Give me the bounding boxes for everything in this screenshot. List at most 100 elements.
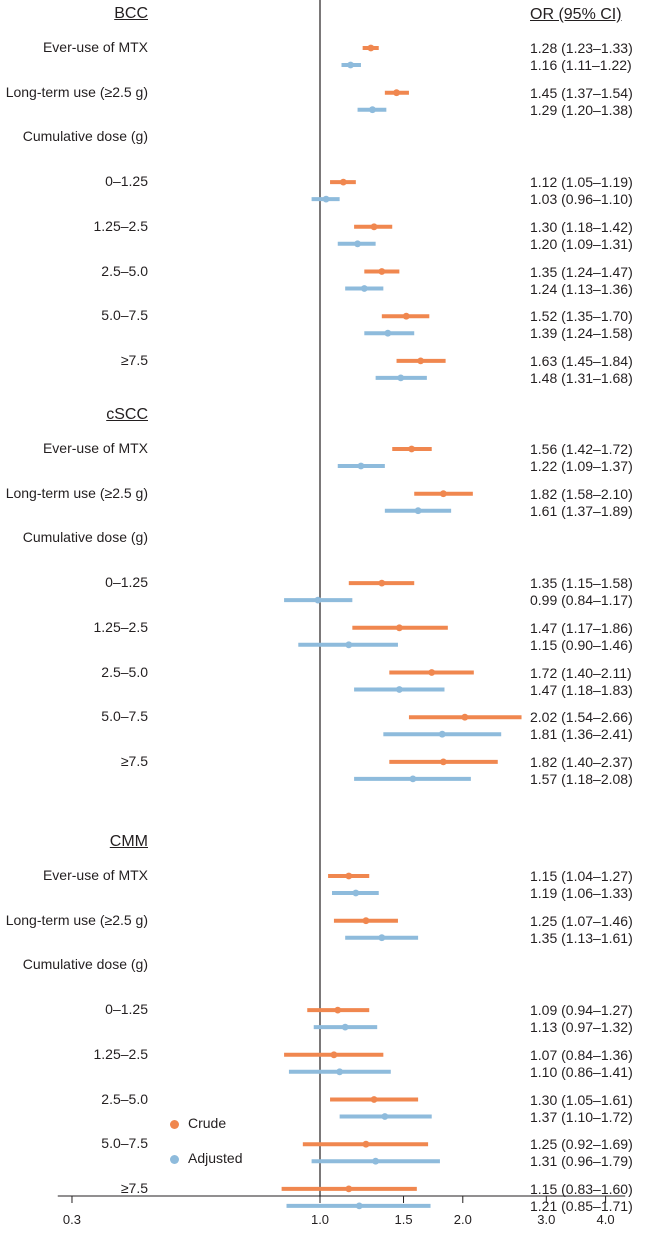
row-label: 5.0–7.5	[101, 708, 148, 725]
row-label: Long-term use (≥2.5 g)	[5, 484, 148, 501]
crude-ci-text: 1.12 (1.05–1.19)	[530, 174, 633, 191]
adjusted-point	[341, 1023, 349, 1031]
crude-point	[408, 445, 416, 453]
crude-point	[417, 357, 425, 365]
adjusted-point	[357, 462, 365, 470]
adjusted-ci-text: 1.61 (1.37–1.89)	[530, 502, 633, 519]
adjusted-point	[381, 1113, 389, 1120]
crude-ci-text: 1.09 (0.94–1.27)	[530, 1002, 633, 1019]
row-label: Ever-use of MTX	[42, 440, 148, 456]
row-label: Ever-use of MTX	[42, 39, 148, 55]
adjusted-point	[397, 374, 405, 382]
section-title: CMM	[109, 833, 148, 850]
adjusted-point	[372, 1157, 380, 1165]
x-tick-label: 4.0	[596, 1212, 615, 1227]
adjusted-ci-text: 1.21 (0.85–1.71)	[530, 1197, 633, 1214]
crude-ci-text: 1.47 (1.17–1.86)	[530, 619, 633, 636]
crude-point	[362, 1140, 370, 1148]
crude-point	[402, 312, 410, 320]
adjusted-ci-text: 0.99 (0.84–1.17)	[530, 592, 633, 609]
crude-ci-text: 1.82 (1.58–2.10)	[530, 485, 633, 502]
adjusted-point	[378, 934, 386, 942]
crude-ci-text: 1.35 (1.15–1.58)	[530, 575, 633, 592]
adjusted-point	[354, 240, 361, 248]
adjusted-ci-text: 1.31 (0.96–1.79)	[530, 1153, 633, 1170]
x-tick-label: 2.0	[453, 1212, 472, 1227]
crude-point	[345, 1185, 353, 1193]
subheader-label: Cumulative dose (g)	[22, 529, 148, 546]
crude-ci-text: 1.07 (0.84–1.36)	[530, 1046, 633, 1063]
adjusted-point	[409, 775, 417, 783]
row-label: Long-term use (≥2.5 g)	[5, 83, 148, 100]
crude-legend-dot	[170, 1120, 179, 1129]
crude-ci-text: 1.82 (1.40–2.37)	[530, 753, 633, 770]
adjusted-ci-text: 1.22 (1.09–1.37)	[530, 458, 633, 474]
row-label: 0–1.25	[105, 1001, 148, 1018]
crude-ci-text: 1.72 (1.40–2.11)	[530, 664, 632, 681]
adjusted-ci-text: 1.10 (0.86–1.41)	[530, 1063, 633, 1080]
crude-point	[461, 713, 469, 721]
row-label: Long-term use (≥2.5 g)	[5, 911, 148, 928]
adjusted-ci-text: 1.29 (1.20–1.38)	[530, 101, 633, 118]
adjusted-ci-text: 1.48 (1.31–1.68)	[530, 369, 633, 386]
section-title: BCC	[114, 5, 148, 22]
ci-header: OR (95% CI)	[530, 6, 622, 23]
subheader-label: Cumulative dose (g)	[22, 128, 148, 145]
crude-point	[362, 917, 370, 925]
crude-ci-text: 1.56 (1.42–1.72)	[530, 441, 633, 457]
adjusted-ci-text: 1.19 (1.06–1.33)	[530, 885, 633, 901]
adjusted-ci-text: 1.15 (0.90–1.46)	[530, 636, 633, 653]
adjusted-point	[395, 686, 403, 693]
adjusted-point	[438, 730, 446, 738]
crude-point	[439, 758, 447, 766]
crude-point	[334, 1006, 342, 1014]
row-label: ≥7.5	[120, 1179, 148, 1196]
adjusted-point	[384, 329, 392, 337]
adjusted-ci-text: 1.57 (1.18–2.08)	[530, 770, 633, 787]
adjusted-point	[322, 195, 330, 203]
crude-point	[330, 1051, 338, 1059]
adjusted-ci-text: 1.35 (1.13–1.61)	[530, 929, 633, 946]
adjusted-point	[355, 1202, 363, 1210]
adjusted-ci-text: 1.20 (1.09–1.31)	[530, 235, 633, 252]
crude-ci-text: 1.45 (1.37–1.54)	[530, 84, 633, 101]
adjusted-ci-text: 1.03 (0.96–1.10)	[530, 191, 633, 208]
adjusted-point	[345, 641, 353, 649]
row-label: 0–1.25	[105, 574, 148, 591]
adjusted-point	[369, 106, 376, 114]
crude-point	[345, 872, 353, 880]
crude-point	[367, 44, 375, 52]
crude-ci-text: 1.30 (1.18–1.42)	[530, 218, 633, 235]
adjusted-ci-text: 1.24 (1.13–1.36)	[530, 280, 633, 297]
row-label: 1.25–2.5	[93, 1045, 149, 1062]
crude-point	[378, 268, 386, 275]
crude-point	[370, 223, 378, 231]
adjusted-legend-label: Adjusted	[188, 1150, 243, 1166]
adjusted-point	[360, 285, 368, 292]
crude-ci-text: 1.30 (1.05–1.61)	[530, 1091, 633, 1108]
crude-point	[428, 669, 436, 676]
x-tick-label: 1.0	[310, 1212, 330, 1227]
crude-ci-text: 2.02 (1.54–2.66)	[530, 709, 633, 726]
adjusted-point	[314, 596, 322, 604]
row-label: Ever-use of MTX	[42, 867, 148, 883]
row-label: 1.25–2.5	[93, 217, 149, 234]
row-label: 2.5–5.0	[101, 262, 148, 279]
adjusted-ci-text: 1.81 (1.36–2.41)	[530, 726, 633, 743]
crude-point	[439, 490, 447, 498]
adjusted-ci-text: 1.16 (1.11–1.22)	[530, 57, 632, 73]
adjusted-ci-text: 1.39 (1.24–1.58)	[530, 325, 633, 342]
adjusted-ci-text: 1.47 (1.18–1.83)	[530, 681, 633, 698]
x-tick-label: 0.3	[62, 1212, 82, 1227]
adjusted-ci-text: 1.37 (1.10–1.72)	[530, 1108, 633, 1125]
crude-ci-text: 1.25 (0.92–1.69)	[530, 1136, 633, 1153]
crude-ci-text: 1.52 (1.35–1.70)	[530, 308, 633, 325]
row-label: ≥7.5	[120, 351, 148, 368]
row-label: ≥7.5	[120, 752, 148, 769]
crude-legend-label: Crude	[188, 1115, 227, 1131]
crude-ci-text: 1.15 (0.83–1.60)	[530, 1180, 633, 1197]
adjusted-ci-text: 1.13 (0.97–1.32)	[530, 1019, 633, 1036]
crude-ci-text: 1.63 (1.45–1.84)	[530, 352, 633, 369]
row-label: 5.0–7.5	[101, 1135, 148, 1152]
